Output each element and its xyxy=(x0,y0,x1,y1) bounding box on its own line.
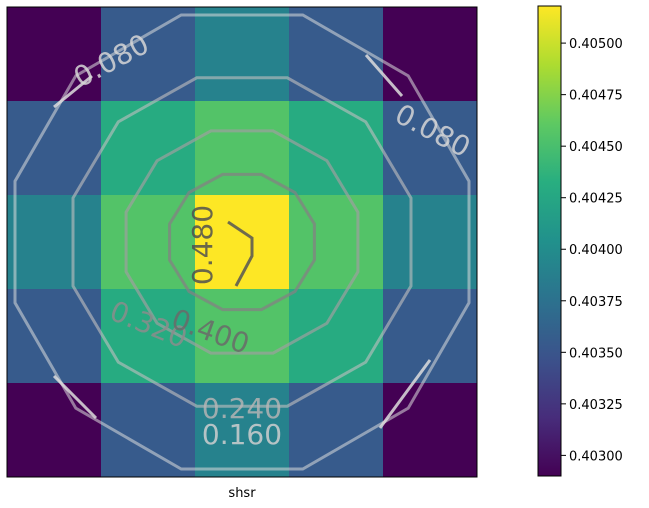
colorbar-tick-label: 0.40300 xyxy=(569,449,623,464)
contour-line xyxy=(71,76,413,408)
contour-line xyxy=(52,374,98,420)
colorbar-ticks: 0.40300 0.40325 0.40350 0.40375 0.40400 0.404… xyxy=(561,37,623,464)
contour-line xyxy=(378,359,432,429)
heatmap-cell xyxy=(195,7,290,102)
heatmap-cell xyxy=(383,383,478,478)
x-axis-label: shsr xyxy=(228,486,256,501)
contour-line xyxy=(168,172,316,312)
contour-line xyxy=(53,74,93,109)
plot-frame xyxy=(6,6,478,478)
contour-label: 0.160 xyxy=(202,418,282,451)
contour-lines xyxy=(13,13,471,471)
colorbar-tick-label: 0.40450 xyxy=(569,140,623,155)
contour-line xyxy=(13,13,471,471)
colorbar-tick-label: 0.40475 xyxy=(569,89,623,104)
heatmap-cell xyxy=(7,195,102,290)
heatmap-cell xyxy=(101,195,196,290)
contour-line xyxy=(364,54,404,97)
colorbar-tick-label: 0.40425 xyxy=(569,192,623,207)
heatmap-cell xyxy=(289,7,384,102)
contour-label: 0.240 xyxy=(202,392,282,425)
heatmap-cell xyxy=(7,101,102,196)
colorbar xyxy=(537,5,562,477)
heatmap-cell xyxy=(195,383,290,478)
colorbar-tick-label: 0.40375 xyxy=(569,295,623,310)
colorbar-tick-label: 0.40325 xyxy=(569,398,623,413)
contour-label: 0.480 xyxy=(186,205,219,285)
colorbar-tick-label: 0.40350 xyxy=(569,346,623,361)
colorbar-tick-label: 0.40500 xyxy=(569,37,623,52)
heatmap-cell xyxy=(7,7,102,102)
heatmap-cell xyxy=(289,195,384,290)
heatmap-cell xyxy=(383,195,478,290)
contour-line xyxy=(227,220,254,287)
colorbar-tick-label: 0.40400 xyxy=(569,243,623,258)
heatmap-cell xyxy=(7,383,102,478)
heatmap-cell xyxy=(383,7,478,102)
contour-line xyxy=(124,129,360,355)
